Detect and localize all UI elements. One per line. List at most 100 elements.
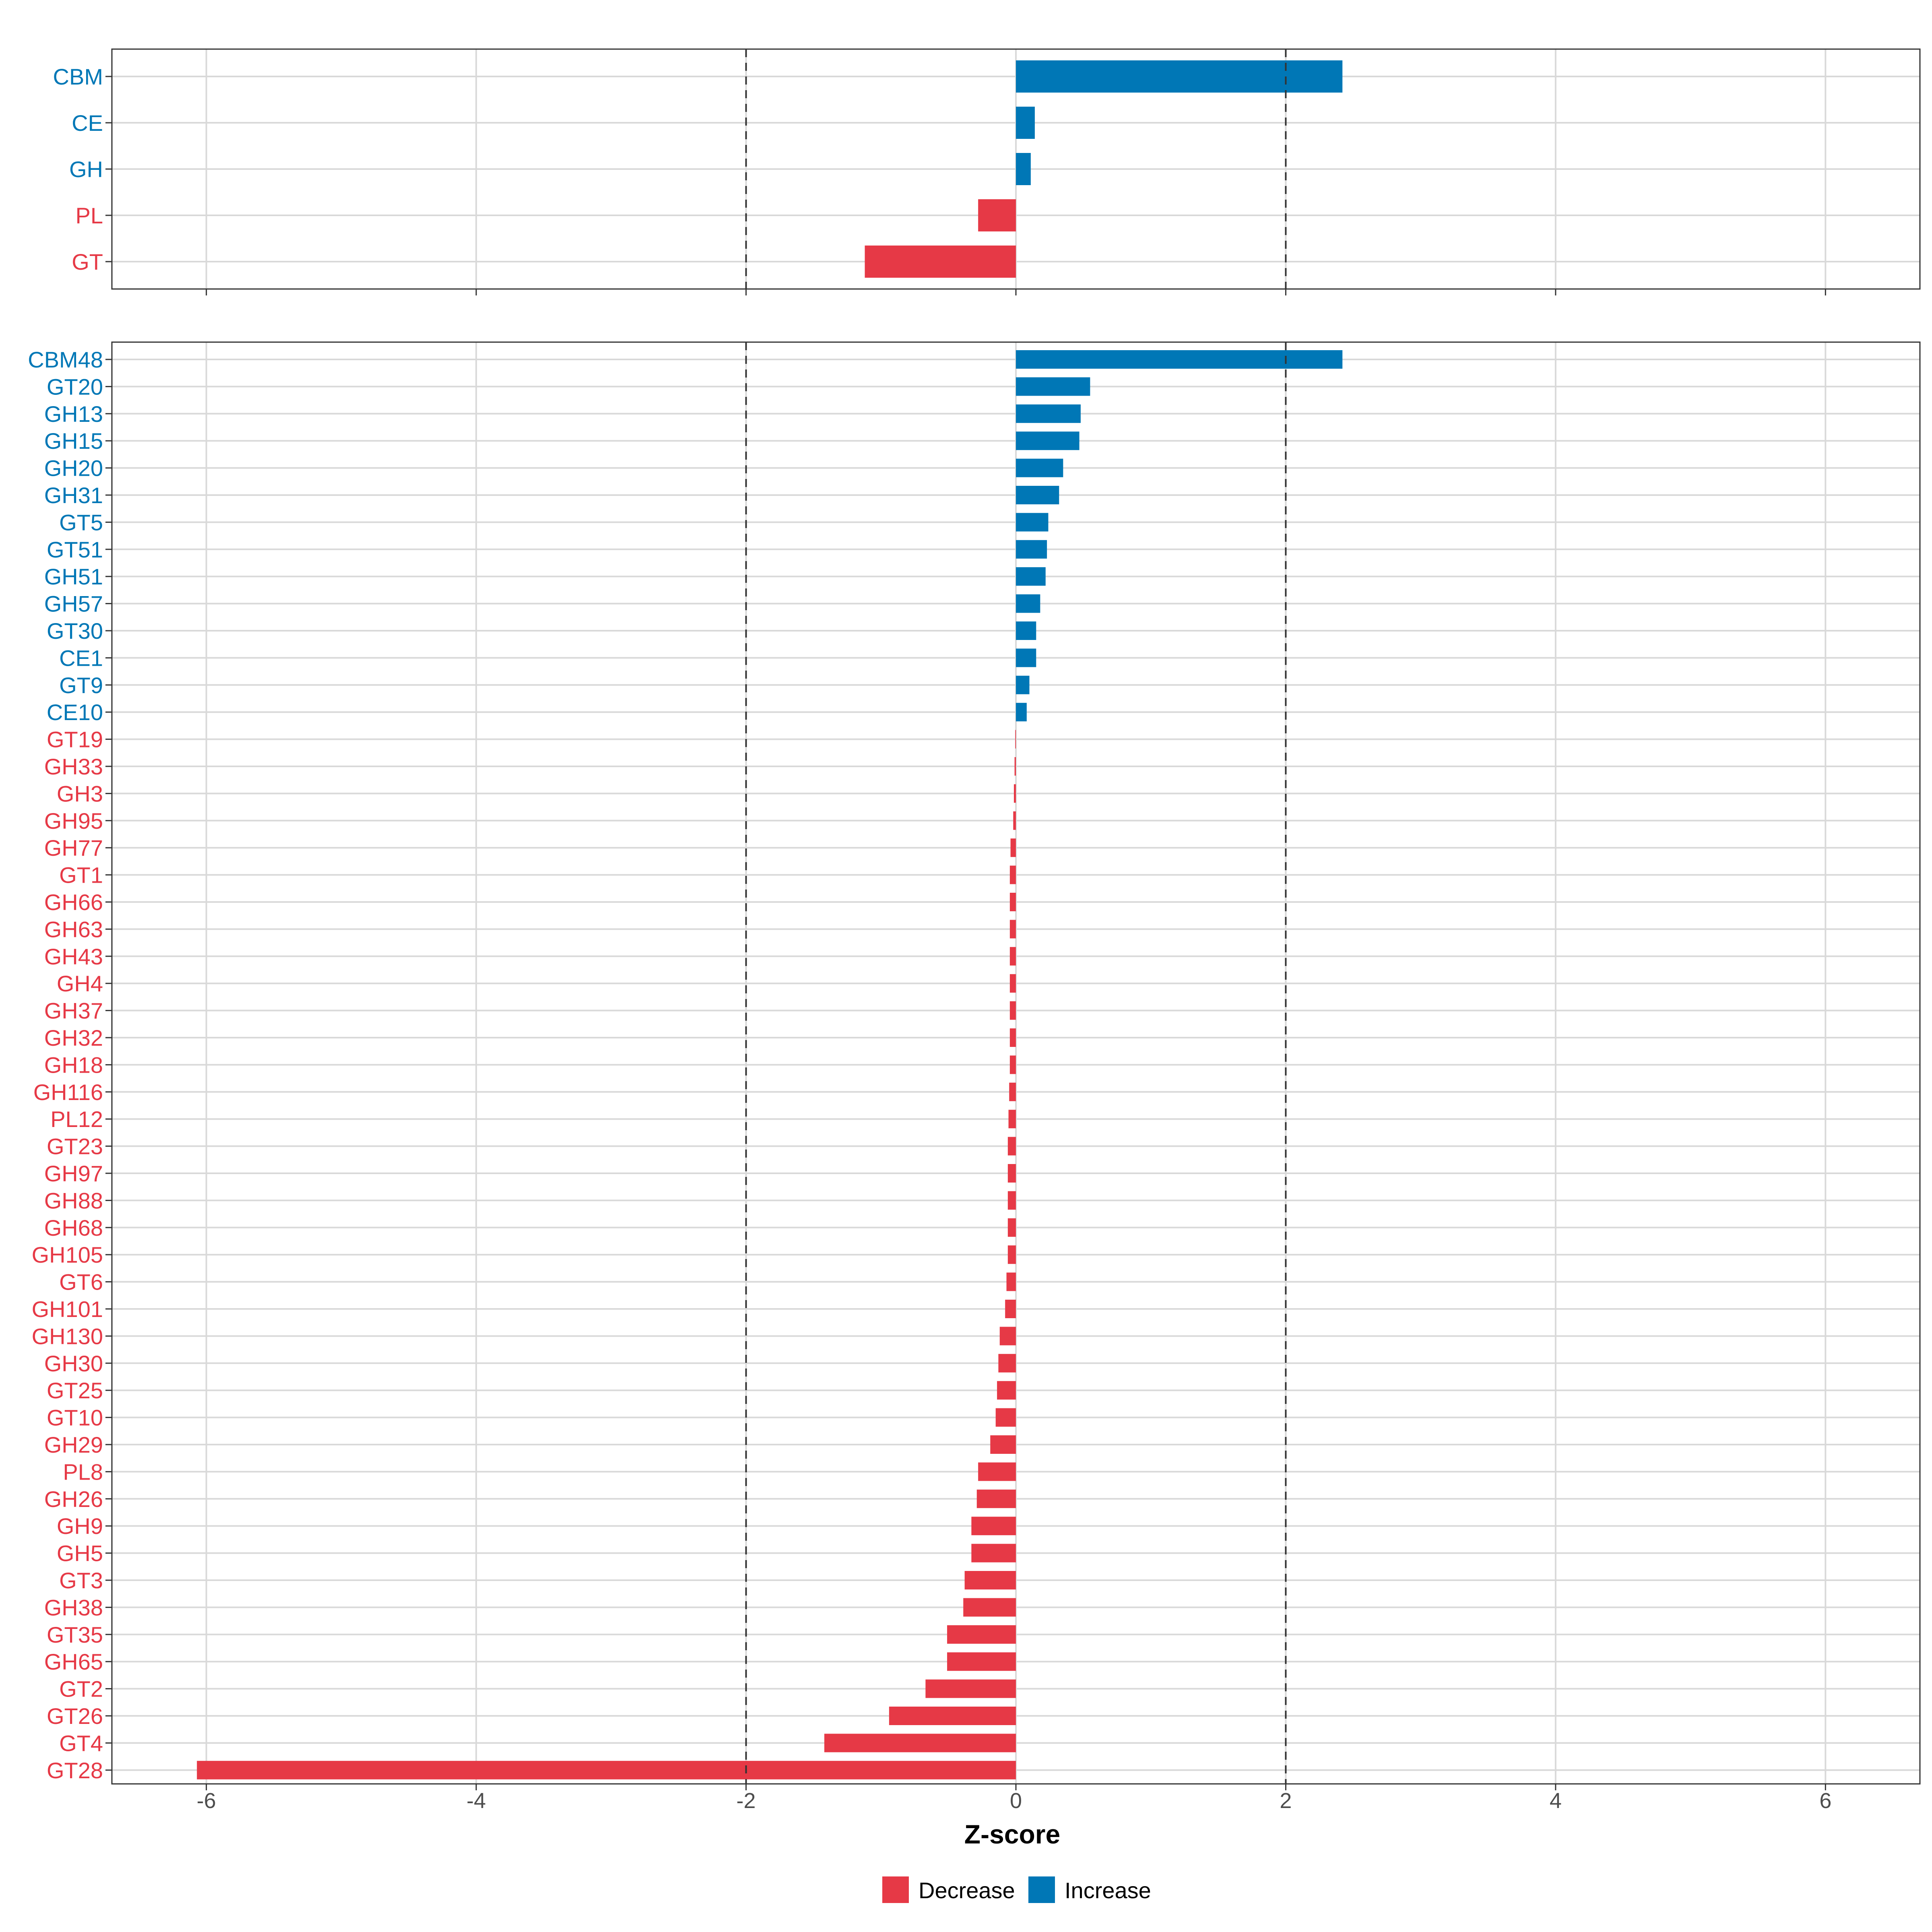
- bar-gt5: [1016, 513, 1049, 532]
- bar-gh32: [1009, 1028, 1016, 1047]
- bar-gt: [865, 246, 1016, 278]
- category-label: GH101: [32, 1296, 103, 1322]
- category-label: PL8: [63, 1459, 103, 1484]
- category-label: GH20: [44, 456, 103, 481]
- bar-gh95: [1013, 811, 1016, 830]
- bar-pl12: [1008, 1110, 1016, 1129]
- category-label: GH63: [44, 916, 103, 942]
- category-label: GT1: [59, 863, 103, 888]
- x-tick-label: 4: [1550, 1789, 1562, 1813]
- bar-gt1: [1009, 865, 1016, 884]
- category-label: GH37: [44, 998, 103, 1024]
- bar-gh57: [1016, 594, 1040, 613]
- bar-gt9: [1016, 675, 1030, 694]
- category-label: CE1: [59, 645, 103, 671]
- bar-gt6: [1006, 1272, 1016, 1291]
- category-label: GT19: [47, 727, 103, 752]
- bar-gt10: [995, 1408, 1016, 1427]
- category-label: GH43: [44, 944, 103, 969]
- bar-gh105: [1007, 1245, 1016, 1264]
- category-label: PL12: [50, 1106, 103, 1132]
- bar-gh31: [1016, 486, 1059, 504]
- category-label: GH: [69, 157, 103, 182]
- category-label: GH3: [57, 781, 103, 806]
- bar-gt23: [1007, 1137, 1016, 1156]
- legend-swatch-increase: [1028, 1876, 1055, 1903]
- bar-gh: [1016, 153, 1031, 185]
- bar-gh116: [1009, 1082, 1016, 1101]
- category-label: PL: [76, 203, 103, 228]
- category-label: GT51: [47, 537, 103, 562]
- bar-gh13: [1016, 404, 1081, 423]
- category-label: GH57: [44, 591, 103, 617]
- category-label: GH97: [44, 1161, 103, 1186]
- category-label: CE10: [47, 700, 103, 725]
- category-label: GH4: [57, 971, 103, 996]
- bar-cbm48: [1016, 350, 1343, 369]
- x-tick-label: 2: [1280, 1789, 1292, 1813]
- bar-gt30: [1016, 621, 1036, 640]
- bar-gh29: [990, 1435, 1016, 1454]
- bar-pl8: [978, 1462, 1016, 1481]
- x-axis: -6 -4 -2 0 2 4 6: [197, 1789, 1832, 1813]
- category-label: GH77: [44, 835, 103, 861]
- category-label: GH105: [32, 1242, 103, 1267]
- bar-gh30: [998, 1354, 1016, 1373]
- category-label: GH18: [44, 1052, 103, 1077]
- bar-ce10: [1016, 703, 1027, 722]
- legend: Decrease Increase: [882, 1876, 1151, 1903]
- category-label: GH30: [44, 1351, 103, 1376]
- bar-gh33: [1014, 757, 1016, 776]
- bar-gt26: [889, 1707, 1016, 1725]
- x-tick-label: 0: [1010, 1789, 1022, 1813]
- category-label: GH9: [57, 1513, 103, 1539]
- x-tick-label: 6: [1819, 1789, 1831, 1813]
- bar-gt28: [197, 1761, 1016, 1779]
- bar-ce1: [1016, 648, 1036, 667]
- bottom-panel: CBM48GT20GH13GH15GH20GH31GT5GT51GH51GH57…: [28, 341, 1921, 1790]
- category-label: GT5: [59, 510, 103, 535]
- bar-gh15: [1016, 431, 1080, 450]
- category-label: GT28: [47, 1758, 103, 1783]
- category-label: GT30: [47, 618, 103, 644]
- bar-pl: [978, 199, 1016, 231]
- category-label: GH15: [44, 428, 103, 454]
- bar-gh38: [963, 1598, 1016, 1617]
- category-label: GH116: [33, 1080, 103, 1105]
- category-label: GH5: [57, 1541, 103, 1566]
- x-tick-label: -4: [466, 1789, 486, 1813]
- category-label: GT20: [47, 374, 103, 399]
- category-label: GH66: [44, 890, 103, 915]
- bar-gt25: [997, 1381, 1016, 1400]
- category-label: GH68: [44, 1215, 103, 1241]
- bar-gh130: [999, 1327, 1016, 1346]
- category-label: GH65: [44, 1649, 103, 1674]
- category-label: GT10: [47, 1405, 103, 1430]
- legend-swatch-decrease: [882, 1876, 909, 1903]
- bar-gt2: [925, 1679, 1016, 1698]
- bar-gh88: [1007, 1191, 1016, 1210]
- category-label: GH26: [44, 1486, 103, 1512]
- category-label: GT9: [59, 673, 103, 698]
- bar-gh18: [1009, 1055, 1016, 1074]
- bar-gh65: [947, 1652, 1016, 1671]
- bar-gh37: [1009, 1001, 1016, 1020]
- bar-gh5: [971, 1544, 1016, 1563]
- category-label: GH29: [44, 1432, 103, 1457]
- category-label: CBM48: [28, 347, 103, 372]
- category-label: GH130: [32, 1323, 103, 1349]
- bar-ce: [1016, 107, 1035, 139]
- category-label: GH32: [44, 1025, 103, 1051]
- category-label: GH51: [44, 564, 103, 589]
- category-label: GH95: [44, 808, 103, 834]
- bar-gh20: [1016, 458, 1063, 477]
- bar-gh77: [1010, 838, 1016, 857]
- bar-gt4: [824, 1734, 1016, 1752]
- category-label: GH13: [44, 401, 103, 427]
- bar-gt20: [1016, 377, 1090, 396]
- bar-gh43: [1009, 947, 1016, 966]
- category-label: CE: [72, 110, 103, 136]
- category-label: GH31: [44, 483, 103, 508]
- bar-gh4: [1009, 974, 1016, 993]
